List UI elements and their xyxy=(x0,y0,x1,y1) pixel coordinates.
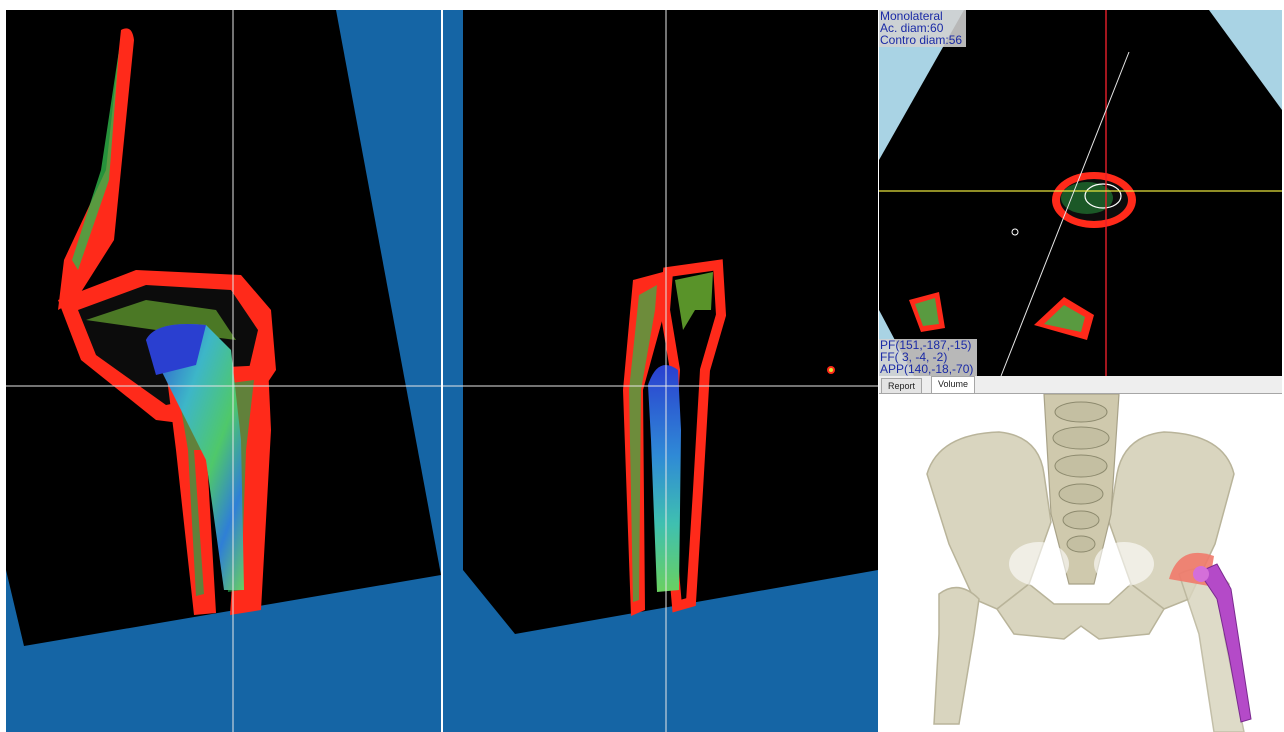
overlay-line: Monolateral xyxy=(880,10,943,23)
tab-volume[interactable]: Volume xyxy=(931,376,976,393)
overlay-line: APP(140,-18,-70) xyxy=(880,362,974,376)
sagittal-image xyxy=(443,10,878,732)
femoral-stem-3d xyxy=(1198,563,1252,723)
overlay-line: PF(151,-187,-15) xyxy=(880,338,972,352)
coronal-view[interactable] xyxy=(6,10,441,732)
coronal-image xyxy=(6,10,441,732)
sagittal-view[interactable] xyxy=(443,10,878,732)
overlay-line: Ac. diam:60 xyxy=(880,21,944,35)
femoral-stem xyxy=(648,365,681,592)
overlay-line: Contro diam:56 xyxy=(880,33,963,47)
femur-cortex xyxy=(659,259,727,613)
tab-bar: Report Volume xyxy=(879,376,1282,394)
pubic-arch xyxy=(995,583,1165,640)
femoral-head-3d xyxy=(1193,566,1209,582)
volume-panel: Report Volume xyxy=(879,376,1282,732)
femoral-stem xyxy=(146,324,244,590)
info-overlay-bottom: PF(151,-187,-15) FF( 3, -4, -2) APP(140,… xyxy=(879,338,978,376)
femoral-head xyxy=(146,324,206,375)
axial-image xyxy=(879,10,1282,376)
plane-line xyxy=(1000,51,1130,376)
overlay-line: FF( 3, -4, -2) xyxy=(880,350,948,364)
vertebrae xyxy=(1052,401,1110,553)
info-overlay-top: Monolateral Ac. diam:60 Contro diam:56 xyxy=(879,10,967,47)
axial-view[interactable]: Monolateral Ac. diam:60 Contro diam:56 P… xyxy=(879,10,1282,376)
femur-right xyxy=(933,586,980,725)
cursor-marker xyxy=(1011,228,1019,236)
implant-outline xyxy=(1084,183,1122,209)
volume-render[interactable] xyxy=(879,394,1282,732)
viewer-frame: Monolateral Ac. diam:60 Contro diam:56 P… xyxy=(6,10,1282,732)
tab-report[interactable]: Report xyxy=(881,378,923,393)
